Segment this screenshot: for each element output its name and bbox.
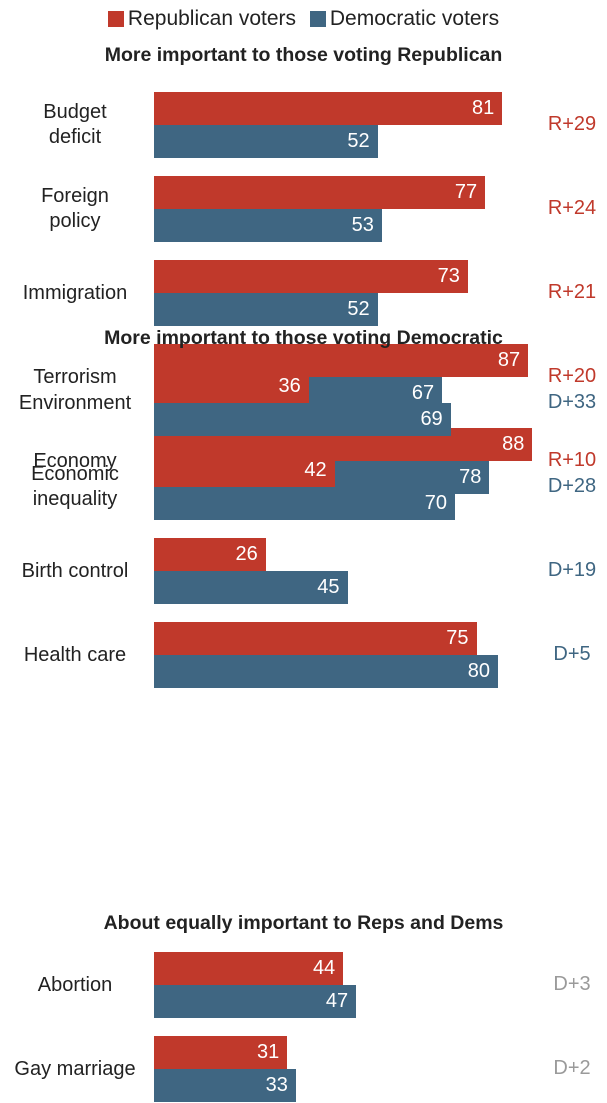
value-label-democratic-environment: 69 — [420, 408, 443, 430]
value-label-democratic-budget-deficit: 52 — [347, 130, 370, 152]
legend: Republican voters Democratic voters — [0, 7, 607, 33]
category-label-terrorism: Terrorism — [0, 365, 150, 390]
bar-republican-birth-control — [154, 538, 266, 571]
bar-republican-gay-marriage — [154, 1036, 288, 1069]
category-label-economic-inequality: Economic inequality — [0, 462, 150, 512]
category-label-line: Abortion — [37, 973, 113, 996]
category-label-birth-control: Birth control — [0, 559, 150, 584]
value-label-republican-birth-control: 26 — [235, 543, 258, 565]
legend-item-republican: Republican voters — [107, 7, 297, 31]
section-title: More important to those voting Republica… — [104, 44, 503, 66]
category-label-economy: Economy — [0, 449, 150, 474]
legend-label-democratic: Democratic voters — [329, 7, 500, 30]
category-label-gay-marriage: Gay marriage — [0, 1057, 150, 1082]
gap-label-health-care: D+5 — [553, 643, 591, 665]
gap-label-abortion: D+3 — [553, 973, 591, 995]
category-label-immigration: Immigration — [0, 281, 150, 306]
bar-democratic-immigration — [154, 293, 378, 326]
category-label-line: Environment — [18, 391, 132, 414]
category-label-line: Birth control — [21, 559, 129, 582]
bar-democratic-birth-control — [154, 571, 348, 604]
gap-label-environment: D+33 — [547, 391, 597, 413]
gap-label-economy: R+10 — [547, 449, 597, 471]
category-label-line: Economic — [31, 463, 119, 485]
category-label-environment: Environment — [0, 391, 150, 416]
value-label-republican-economic-inequality: 42 — [304, 459, 327, 481]
value-label-democratic-terrorism: 67 — [411, 382, 435, 404]
value-label-republican-economy: 88 — [502, 433, 525, 455]
category-label-foreign-policy: Foreign policy — [0, 184, 150, 234]
section-title: About equally important to Reps and Dems — [103, 912, 504, 934]
category-label-budget-deficit: Budget deficit — [0, 100, 150, 150]
bar-republican-economic-inequality — [154, 454, 335, 487]
gap-label-foreign-policy: R+24 — [547, 197, 597, 219]
value-label-democratic-health-care: 80 — [467, 660, 490, 682]
value-label-republican-foreign-policy: 77 — [454, 181, 478, 203]
category-label-line: inequality — [32, 488, 118, 510]
category-label-line: policy — [49, 210, 101, 232]
bar-republican-budget-deficit — [154, 92, 503, 125]
category-label-line: Economy — [33, 449, 117, 472]
value-label-democratic-economy: 78 — [459, 466, 482, 488]
bar-republican-health-care — [154, 622, 477, 655]
bar-republican-environment — [154, 370, 309, 403]
category-label-line: Immigration — [22, 281, 128, 304]
value-label-republican-gay-marriage: 31 — [257, 1041, 280, 1063]
bar-republican-abortion — [154, 952, 344, 985]
gap-label-birth-control: D+19 — [547, 559, 597, 581]
bar-republican-immigration — [154, 260, 468, 293]
category-label-line: Gay marriage — [14, 1057, 136, 1080]
value-label-democratic-birth-control: 45 — [317, 576, 340, 598]
value-label-republican-budget-deficit: 81 — [472, 97, 495, 119]
bar-democratic-gay-marriage — [154, 1069, 296, 1102]
category-label-line: deficit — [48, 126, 102, 148]
bar-democratic-environment — [154, 403, 451, 436]
legend-label-republican: Republican voters — [127, 7, 297, 30]
value-label-republican-abortion: 44 — [312, 957, 336, 979]
legend-item-democratic: Democratic voters — [309, 7, 500, 31]
legend-swatch-democratic — [309, 11, 326, 27]
section-title: More important to those voting Democrati… — [104, 327, 503, 349]
category-label-line: Terrorism — [33, 365, 117, 388]
legend-swatch-republican — [107, 11, 124, 27]
value-label-democratic-abortion: 47 — [325, 990, 349, 1012]
category-label-line: Budget — [43, 101, 107, 123]
value-label-republican-terrorism: 87 — [497, 349, 521, 371]
category-label-line: Health care — [23, 643, 127, 666]
gap-label-budget-deficit: R+29 — [547, 113, 597, 135]
category-label-abortion: Abortion — [0, 973, 150, 998]
gap-label-gay-marriage: D+2 — [553, 1057, 591, 1079]
gap-label-immigration: R+21 — [547, 281, 597, 303]
bar-democratic-abortion — [154, 985, 357, 1018]
value-label-democratic-gay-marriage: 33 — [265, 1074, 288, 1096]
bar-democratic-foreign-policy — [154, 209, 382, 242]
value-label-republican-environment: 36 — [278, 375, 301, 397]
value-label-democratic-economic-inequality: 70 — [424, 492, 447, 514]
value-label-republican-immigration: 73 — [437, 265, 460, 287]
bar-republican-foreign-policy — [154, 176, 486, 209]
value-label-republican-health-care: 75 — [446, 627, 469, 649]
value-label-democratic-immigration: 52 — [347, 298, 370, 320]
bar-democratic-economic-inequality — [154, 487, 455, 520]
gap-label-economic-inequality: D+28 — [547, 475, 597, 497]
bar-democratic-health-care — [154, 655, 498, 688]
category-label-health-care: Health care — [0, 643, 150, 668]
value-label-democratic-foreign-policy: 53 — [351, 214, 374, 236]
bar-democratic-budget-deficit — [154, 125, 378, 158]
gap-label-terrorism: R+20 — [547, 365, 597, 387]
category-label-line: Foreign — [41, 185, 109, 207]
